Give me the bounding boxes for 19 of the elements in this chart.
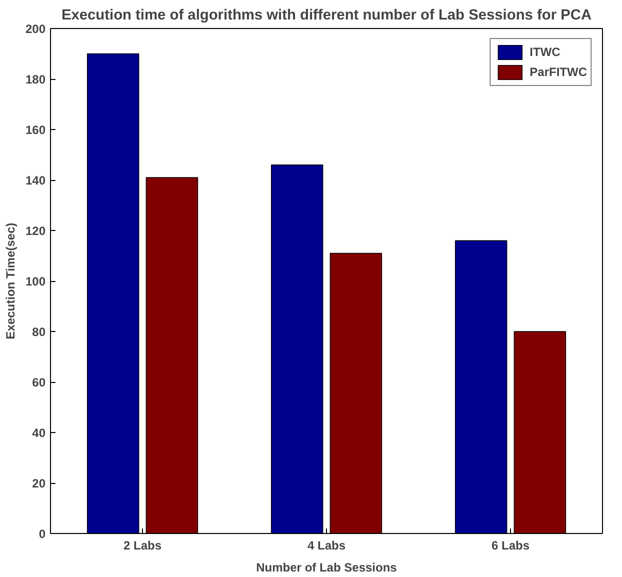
x-tick-label: 6 Labs [491,538,530,552]
legend-label: ITWC [530,45,560,59]
y-axis-title: Execution Time(sec) [3,222,18,340]
x-axis-title: Number of Lab Sessions [256,560,398,574]
x-tick-label: 2 Labs [123,538,162,552]
y-tick-label: 60 [32,376,46,390]
y-tick-label: 140 [25,174,46,188]
y-tick-label: 20 [32,476,46,490]
y-tick-label: 40 [32,426,46,440]
y-tick-label: 100 [25,274,46,288]
chart-title: Execution time of algorithms with different number of Lab Sessions for PCA [61,8,592,24]
y-tick-label: 80 [32,325,46,339]
y-tick-label: 0 [38,527,46,541]
y-tick-label: 120 [25,224,46,238]
y-tick-label: 160 [25,123,46,137]
y-tick-label: 200 [25,22,46,36]
legend-label: ParFITWC [530,65,587,79]
x-tick-label: 4 Labs [307,538,346,552]
y-tick-label: 180 [25,72,46,86]
